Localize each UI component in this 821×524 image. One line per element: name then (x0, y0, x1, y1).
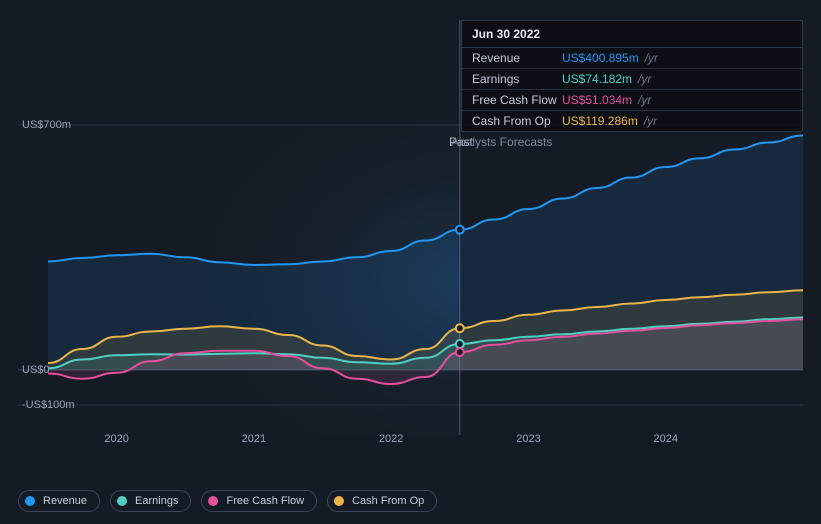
tooltip-date: Jun 30 2022 (462, 21, 802, 48)
legend-item-revenue[interactable]: Revenue (18, 490, 100, 512)
tooltip: Jun 30 2022 RevenueUS$400.895m/yrEarning… (461, 20, 803, 132)
x-tick-label: 2024 (653, 433, 677, 445)
tooltip-row-unit: /yr (638, 72, 651, 86)
tooltip-row-unit: /yr (645, 51, 658, 65)
tooltip-row-value: US$119.286m (562, 114, 644, 128)
legend-item-earnings[interactable]: Earnings (110, 490, 191, 512)
tooltip-row-label: Revenue (472, 51, 562, 65)
tooltip-row: Cash From OpUS$119.286m/yr (462, 111, 802, 131)
marker-earnings (456, 340, 464, 348)
tooltip-row-label: Earnings (472, 72, 562, 86)
tooltip-row-value: US$51.034m (562, 93, 638, 107)
legend-item-free_cash_flow[interactable]: Free Cash Flow (201, 490, 317, 512)
y-tick-label: US$700m (22, 119, 71, 131)
legend-dot-icon (208, 496, 218, 506)
legend-dot-icon (25, 496, 35, 506)
x-tick-label: 2021 (242, 433, 266, 445)
legend-item-cash_from_op[interactable]: Cash From Op (327, 490, 437, 512)
legend-label: Free Cash Flow (226, 495, 304, 507)
legend-dot-icon (117, 496, 127, 506)
marker-free_cash_flow (456, 348, 464, 356)
tooltip-row: Free Cash FlowUS$51.034m/yr (462, 90, 802, 111)
y-tick-label: US$0 (22, 364, 50, 376)
tooltip-row-unit: /yr (644, 114, 657, 128)
tooltip-row: EarningsUS$74.182m/yr (462, 69, 802, 90)
marker-revenue (456, 226, 464, 234)
tooltip-row-unit: /yr (638, 93, 651, 107)
legend: Revenue Earnings Free Cash Flow Cash From O… (18, 490, 437, 512)
x-tick-label: 2023 (516, 433, 540, 445)
legend-dot-icon (334, 496, 344, 506)
x-tick-label: 2022 (379, 433, 403, 445)
tooltip-row: RevenueUS$400.895m/yr (462, 48, 802, 69)
tooltip-row-value: US$74.182m (562, 72, 638, 86)
legend-label: Earnings (135, 495, 178, 507)
marker-cash_from_op (456, 324, 464, 332)
tooltip-row-label: Free Cash Flow (472, 93, 562, 107)
x-tick-label: 2020 (104, 433, 128, 445)
tooltip-row-label: Cash From Op (472, 114, 562, 128)
legend-label: Cash From Op (352, 495, 424, 507)
y-tick-label: -US$100m (22, 399, 75, 411)
legend-label: Revenue (43, 495, 87, 507)
chart-container: US$700m US$0 -US$100m 2020 2021 2022 2023 2024… (0, 0, 821, 524)
tooltip-row-value: US$400.895m (562, 51, 645, 65)
forecast-label: Analysts Forecasts (451, 135, 552, 149)
